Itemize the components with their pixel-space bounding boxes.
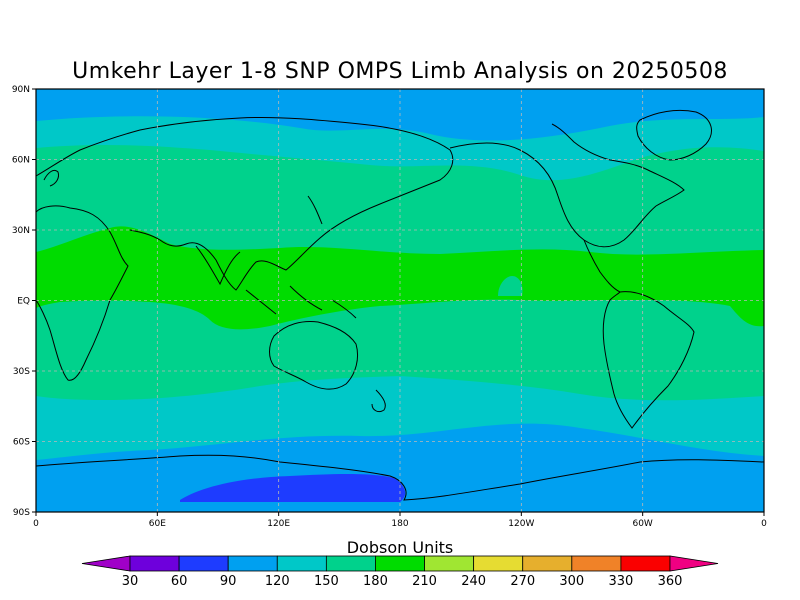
map-plot-area: 90N 60N 30N EQ 30S 60S 90S 0 60E 120E 180 120W 60W 0 — [12, 85, 767, 529]
lon-axis: 0 60E 120E 180 120W 60W 0 — [33, 512, 767, 529]
lon-tick-label: 120E — [267, 519, 290, 529]
colorbar-segment — [325, 555, 376, 572]
lon-tick-label: 0 — [33, 519, 39, 529]
colorbar-segment — [178, 555, 229, 572]
coast-europe-asia — [35, 116, 454, 291]
lat-axis: 90N 60N 30N EQ 30S 60S 90S — [12, 85, 36, 518]
band-150-180-patch — [498, 276, 523, 296]
colorbar-label: 270 — [510, 574, 535, 589]
graticule — [36, 89, 764, 512]
colorbar-label: 90 — [220, 574, 237, 589]
coast-greenland — [636, 109, 712, 161]
colorbar-label: 120 — [265, 574, 290, 589]
colorbar-label: 240 — [461, 574, 486, 589]
lon-tick-label: 0 — [761, 519, 767, 529]
colorbar-segment — [375, 555, 425, 572]
coast-africa — [35, 205, 129, 381]
colorbar-segment — [129, 555, 180, 572]
colorbar-segment — [276, 555, 327, 572]
lat-tick-label: 30S — [13, 367, 30, 377]
coast-australia — [269, 321, 359, 390]
coast-antarctica — [35, 454, 765, 501]
colorbar-label: 150 — [314, 574, 339, 589]
lat-tick-label: 30N — [12, 226, 30, 236]
colorbar-label: 210 — [412, 574, 437, 589]
lat-tick-label: 60S — [13, 438, 30, 448]
colorbar-segment — [424, 555, 475, 572]
colorbar-segment — [227, 555, 278, 572]
colorbar-segment — [620, 555, 671, 572]
lat-tick-label: 90N — [12, 85, 30, 95]
colorbar-label: 300 — [559, 574, 584, 589]
colorbar-segment — [571, 555, 622, 572]
colorbar-segment — [473, 555, 524, 572]
colorbar-label: 60 — [171, 574, 188, 589]
coast-south-america — [602, 291, 695, 429]
colorbar-title: Dobson Units — [347, 538, 454, 557]
lon-tick-label: 60W — [632, 519, 652, 529]
coast-uk — [43, 169, 59, 187]
coast-india — [195, 245, 241, 286]
colorbar-segment — [522, 555, 573, 572]
coast-maritime-asia — [245, 285, 357, 319]
colorbar-label: 360 — [658, 574, 683, 589]
lon-tick-label: 120W — [508, 519, 534, 529]
colorbar: Dobson Units 30 60 90 120 150 180 210 240 270 300… — [81, 538, 719, 589]
coast-new-zealand — [371, 389, 386, 413]
colorbar-label: 330 — [608, 574, 633, 589]
band-60-90 — [180, 474, 406, 502]
colorbar-label: 180 — [363, 574, 388, 589]
coast-japan — [307, 195, 323, 225]
colorbar-label: 30 — [122, 574, 139, 589]
colorbar-arrow-high — [669, 555, 719, 572]
lat-tick-label: 60N — [12, 156, 30, 166]
coastlines — [35, 109, 765, 501]
lat-tick-label: EQ — [17, 297, 30, 307]
coast-north-america — [449, 123, 685, 248]
colorbar-labels: 30 60 90 120 150 180 210 240 270 300 330 360 — [122, 574, 683, 589]
coast-central-america — [583, 239, 621, 293]
lat-tick-label: 90S — [13, 508, 30, 518]
colorbar-arrow-low — [81, 555, 131, 572]
lon-tick-label: 180 — [391, 519, 408, 529]
lon-tick-label: 60E — [149, 519, 166, 529]
colorbar-segments — [81, 555, 719, 572]
map-title: Umkehr Layer 1-8 SNP OMPS Limb Analysis … — [72, 59, 728, 84]
